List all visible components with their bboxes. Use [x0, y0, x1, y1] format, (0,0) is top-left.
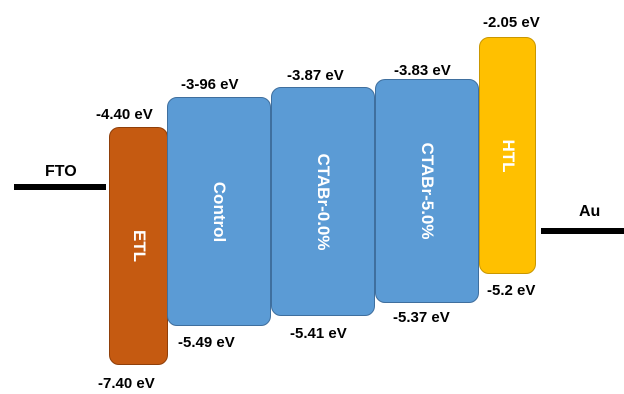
ctabr0-block: CTABr-0.0%: [271, 87, 375, 316]
ctabr5-bottom-level: -5.37 eV: [393, 309, 450, 326]
fto-electrode-line: [14, 184, 106, 190]
ctabr5-block: CTABr-5.0%: [375, 79, 479, 303]
etl-label: ETL: [129, 229, 149, 263]
au-label: Au: [579, 203, 601, 220]
control-label: Control: [210, 181, 229, 242]
control-top-level: -3-96 eV: [181, 76, 239, 93]
htl-bottom-level: -5.2 eV: [487, 282, 536, 299]
ctabr0-top-level: -3.87 eV: [287, 67, 344, 84]
etl-top-level: -4.40 eV: [96, 106, 153, 123]
control-block: Control: [167, 97, 271, 326]
au-electrode-line: [541, 228, 624, 234]
etl-block: ETL: [109, 127, 168, 365]
ctabr5-label: CTABr-5.0%: [418, 142, 437, 240]
etl-bottom-level: -7.40 eV: [98, 375, 155, 392]
ctabr0-bottom-level: -5.41 eV: [290, 325, 347, 342]
htl-block: HTL: [479, 37, 536, 274]
ctabr0-label: CTABr-0.0%: [314, 153, 333, 250]
fto-label: FTO: [45, 163, 77, 180]
htl-top-level: -2.05 eV: [483, 14, 540, 31]
htl-label: HTL: [498, 138, 518, 173]
ctabr5-top-level: -3.83 eV: [394, 62, 451, 79]
control-bottom-level: -5.49 eV: [178, 334, 235, 351]
